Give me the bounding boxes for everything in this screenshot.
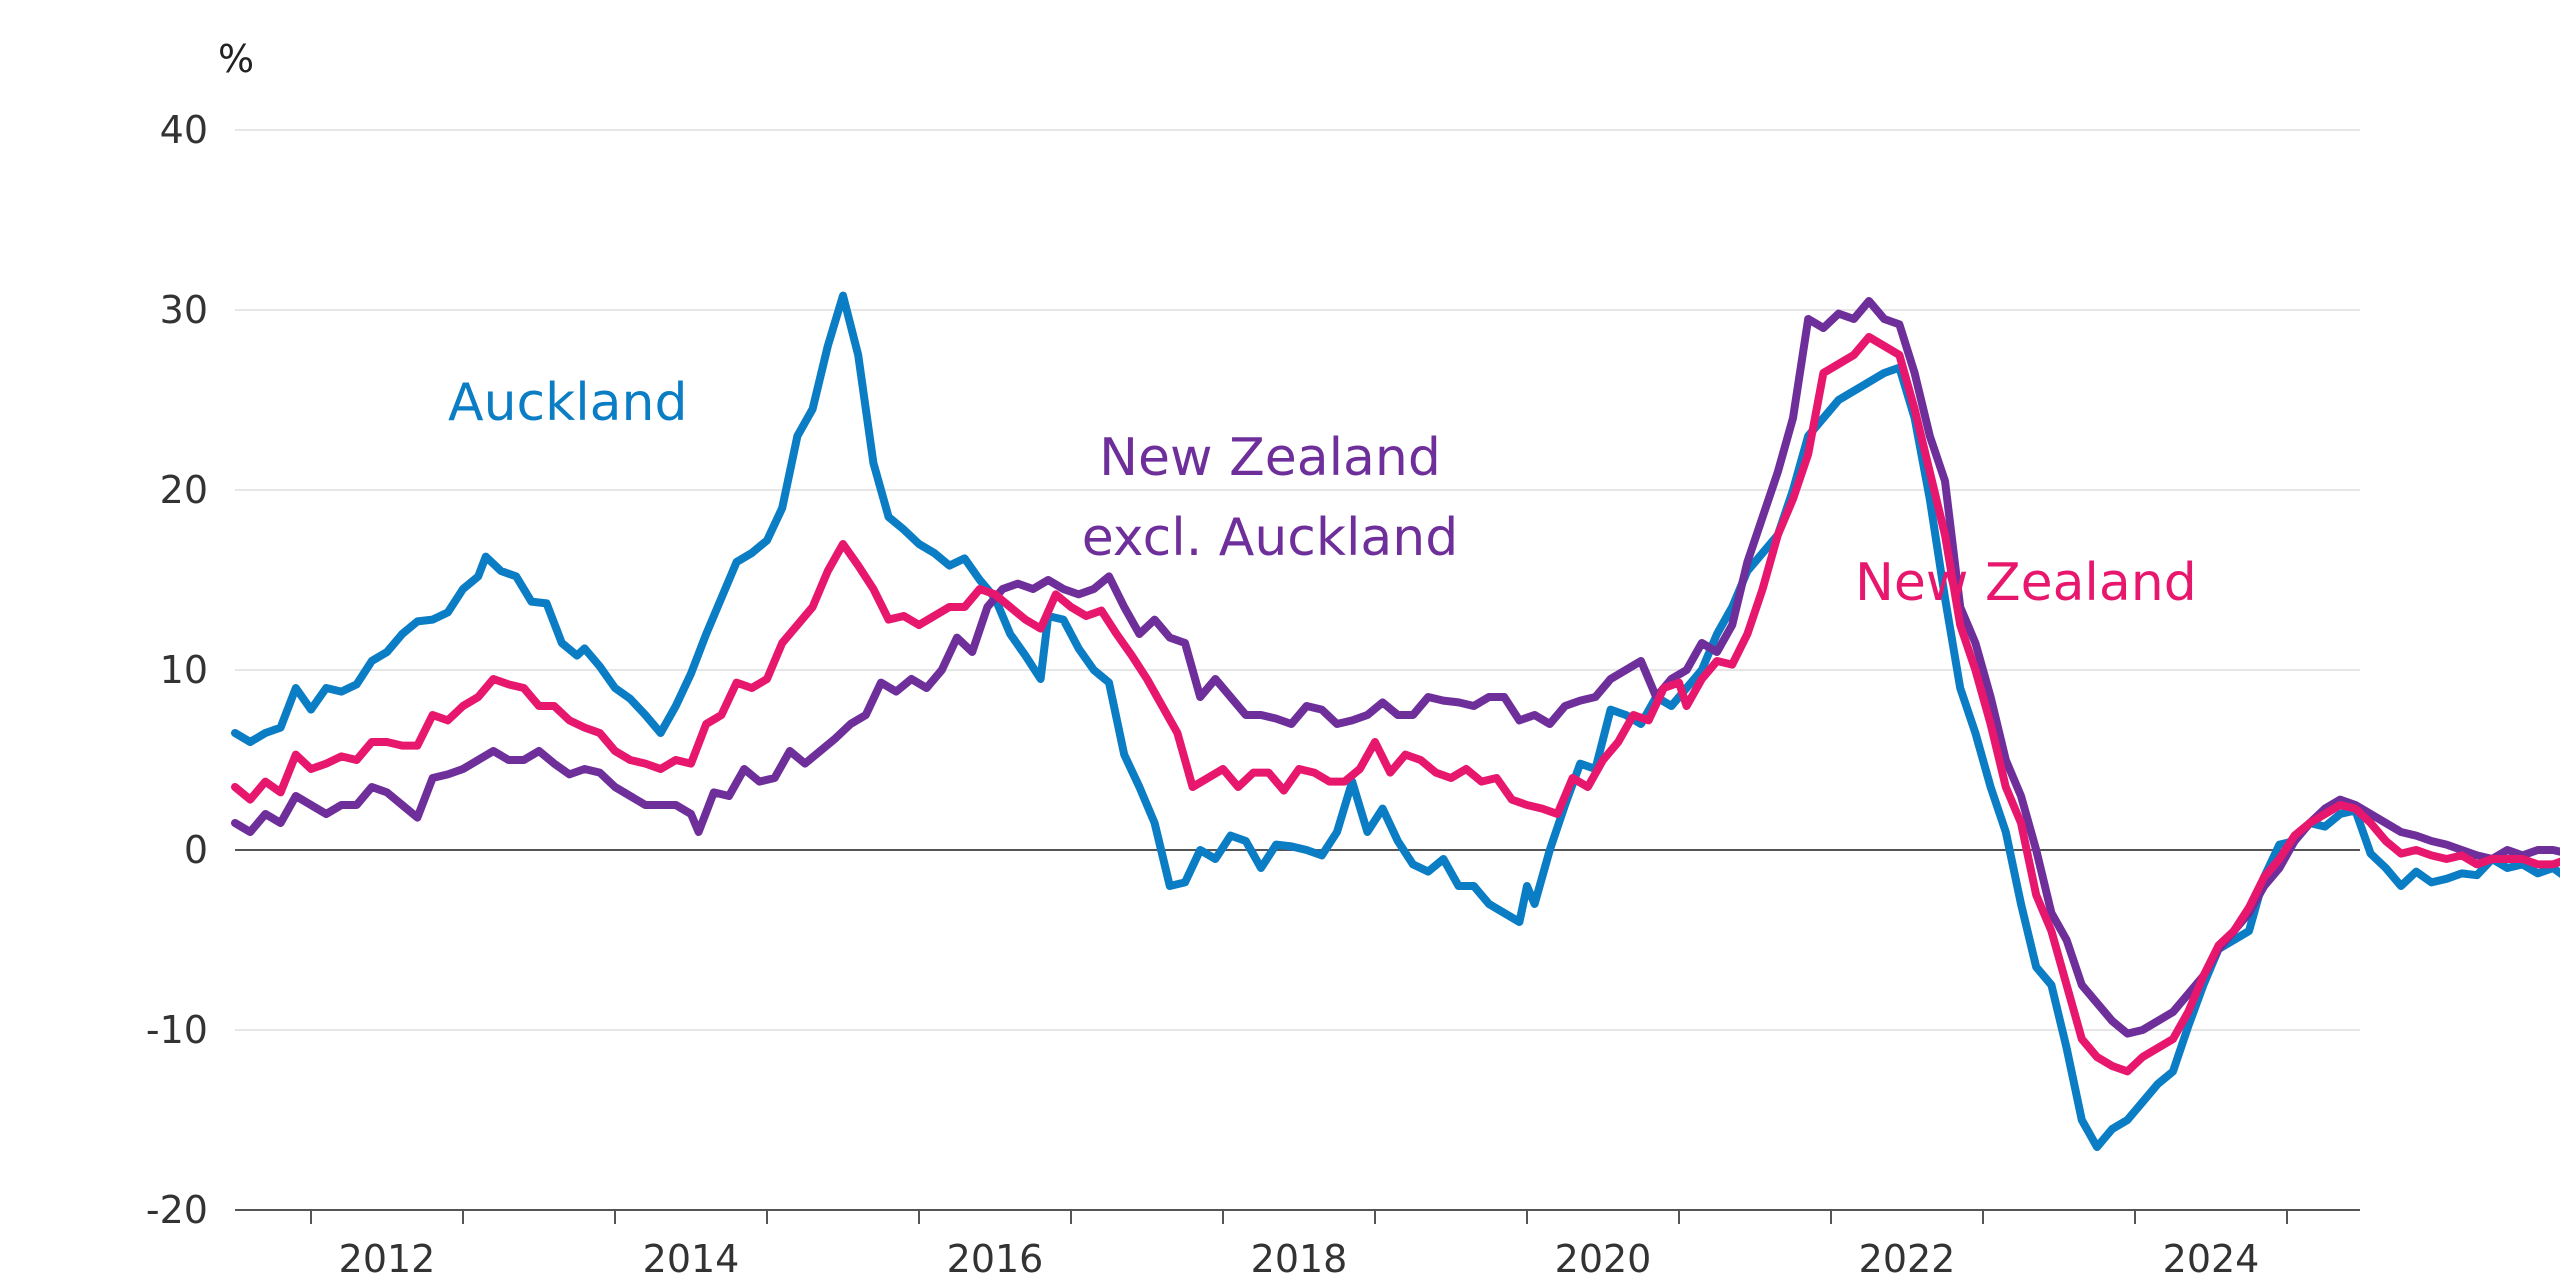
series-lines	[231, 291, 2560, 1151]
annotation-new-zealand: New Zealand	[1855, 553, 2197, 613]
x-tick-label: 2020	[1555, 1237, 1652, 1280]
y-tick-label: 30	[160, 288, 208, 332]
x-tick-label: 2016	[947, 1237, 1044, 1280]
y-axis-unit-label: %	[218, 37, 254, 81]
x-tick-label: 2012	[339, 1237, 436, 1280]
y-tick-label: 40	[160, 108, 208, 152]
x-tick-label: 2014	[643, 1237, 740, 1280]
annotation-nz-excl-auckland-line2: excl. Auckland	[1082, 508, 1459, 568]
x-tick-label: 2018	[1251, 1237, 1348, 1280]
series-annotations: Auckland New Zealand excl. Auckland New …	[448, 373, 2197, 613]
series-line-new-zealand	[231, 333, 2560, 1076]
annotation-auckland: Auckland	[448, 373, 688, 433]
y-tick-label: -10	[146, 1008, 208, 1052]
y-tick-label: 0	[184, 828, 208, 872]
y-tick-label: 20	[160, 468, 208, 512]
axes: -20 -10 0 10 20 30 40 2012 2014 2016 2018 2020 2022 2…	[146, 108, 2360, 1280]
x-tick-label: 2022	[1859, 1237, 1956, 1280]
y-tick-label: -20	[146, 1188, 208, 1232]
x-tick-label: 2024	[2163, 1237, 2260, 1280]
gridlines	[235, 129, 2360, 1031]
annotation-nz-excl-auckland-line1: New Zealand	[1099, 428, 1441, 488]
series-line-auckland	[231, 291, 2560, 1151]
y-tick-label: 10	[160, 648, 208, 692]
